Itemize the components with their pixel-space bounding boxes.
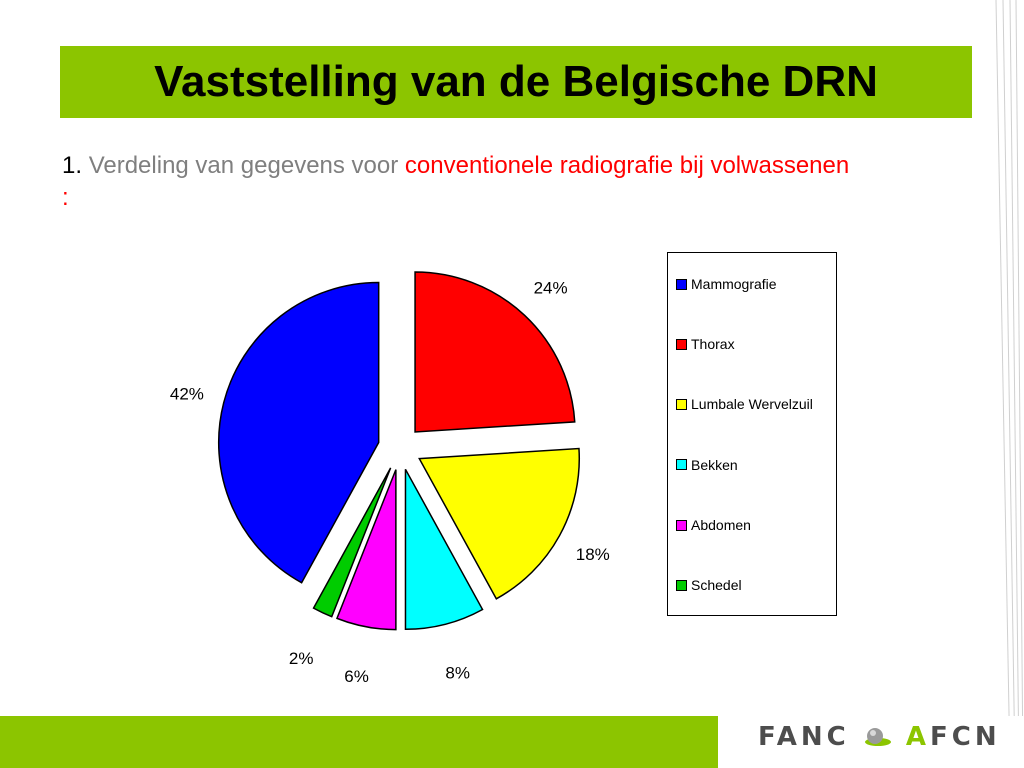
legend-label-abdomen: Abdomen xyxy=(691,516,751,533)
subtitle-number: 1. xyxy=(62,152,83,179)
legend-item-bekken: Bekken xyxy=(676,456,738,474)
legend-label-mammografie: Mammografie xyxy=(691,276,777,292)
footer-bar xyxy=(0,716,718,768)
fanc-afcn-logo: FANC AFCN xyxy=(758,722,1001,752)
pie-slice-bekken xyxy=(404,468,484,631)
legend-swatch-lumbale-wervelzuil xyxy=(676,399,687,411)
legend-swatch-mammografie xyxy=(676,278,687,290)
legend-item-schedel: Schedel xyxy=(676,576,742,594)
legend-swatch-bekken xyxy=(676,459,687,471)
legend-item-mammografie: Mammografie xyxy=(676,275,777,293)
title-bar: Vaststelling van de Belgische DRN xyxy=(60,46,972,118)
legend-item-thorax: Thorax xyxy=(676,335,735,353)
pie-label-lumbale-wervelzuil: 18% xyxy=(576,545,610,564)
pie-label-thorax: 24% xyxy=(534,279,568,298)
pie-slice-thorax xyxy=(414,271,576,433)
legend-swatch-abdomen xyxy=(676,519,687,531)
logo-text-fanc: FANC xyxy=(758,722,850,752)
pie-label-mammografie: 42% xyxy=(170,384,204,403)
pie-slice-mammografie xyxy=(217,281,380,584)
pie-label-bekken: 8% xyxy=(445,664,470,683)
legend-swatch-thorax xyxy=(676,338,687,350)
legend-label-lumbale-wervelzuil: Lumbale Wervelzuil xyxy=(691,396,813,413)
slide-title: Vaststelling van de Belgische DRN xyxy=(154,57,878,106)
logo-sphere-icon xyxy=(864,727,891,746)
subtitle-red-text: conventionele radiografie bij volwassene… xyxy=(62,152,850,211)
legend-label-bekken: Bekken xyxy=(691,456,738,473)
pie-label-abdomen: 6% xyxy=(344,667,369,686)
pie-chart: 42% 24% 18% 8% 6% 2% xyxy=(170,271,610,686)
legend-label-thorax: Thorax xyxy=(691,336,735,353)
pie-slice-lumbale-wervelzuil xyxy=(418,447,581,600)
legend-label-schedel: Schedel xyxy=(691,577,742,593)
pie-slice-schedel xyxy=(312,467,392,618)
legend-swatch-schedel xyxy=(676,579,687,591)
logo-text-fcn: FCN xyxy=(930,722,1001,752)
slide-subtitle: 1. Verdeling van gegevens voor conventio… xyxy=(62,150,862,214)
legend-item-lumbale-wervelzuil: Lumbale Wervelzuil xyxy=(676,395,813,413)
pie-slice-abdomen xyxy=(336,469,397,631)
pie-label-schedel: 2% xyxy=(289,649,314,668)
legend-item-abdomen: Abdomen xyxy=(676,516,751,534)
logo-text-a: A xyxy=(905,722,930,752)
chart-legend: Mammografie Thorax Lumbale Wervelzuil Bekke… xyxy=(667,252,837,616)
subtitle-grey-text: Verdeling van gegevens voor xyxy=(88,152,399,179)
